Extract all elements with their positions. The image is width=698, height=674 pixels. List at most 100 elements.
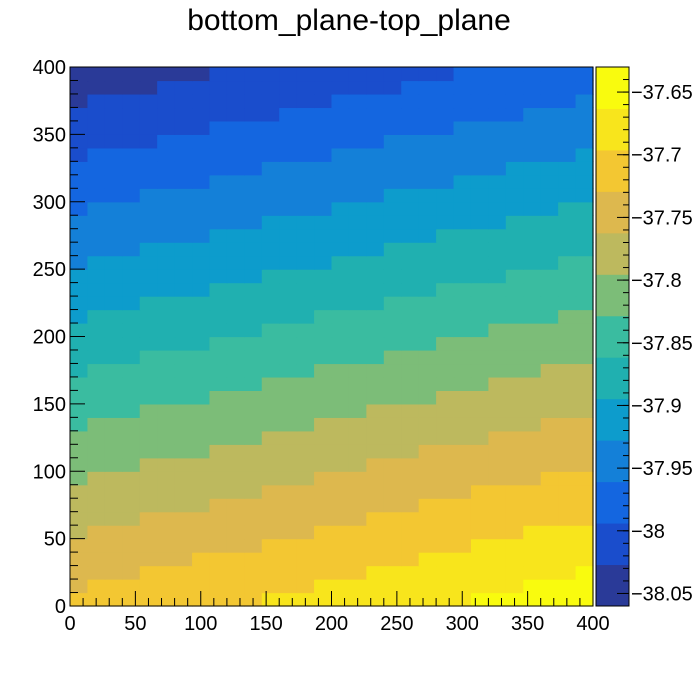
heatmap-cell (70, 80, 89, 95)
color-bar-band (596, 564, 629, 607)
heatmap-cell (331, 296, 350, 311)
heatmap-cell (470, 147, 489, 162)
heatmap-cell (470, 255, 489, 270)
heatmap-cell (366, 242, 385, 257)
heatmap-cell (87, 336, 106, 351)
heatmap-cell (331, 417, 350, 432)
heatmap-cell (174, 336, 193, 351)
heatmap-cell (70, 511, 89, 526)
heatmap-cell (575, 579, 594, 594)
heatmap-cell (453, 269, 472, 284)
color-bar-band (596, 67, 629, 109)
heatmap-cell (174, 107, 193, 122)
heatmap-cell (122, 228, 141, 243)
heatmap-cell (139, 390, 158, 405)
heatmap-cell (296, 93, 315, 109)
heatmap-cell (209, 538, 228, 553)
heatmap-cell (575, 349, 594, 365)
heatmap-cell (348, 255, 367, 270)
heatmap-cell (226, 174, 245, 189)
heatmap-cell (418, 296, 437, 311)
heatmap-cell (401, 444, 420, 459)
heatmap-cell (157, 215, 176, 230)
heatmap-cell (192, 498, 211, 513)
heatmap-cell (453, 93, 472, 109)
heatmap-cell (418, 579, 437, 594)
heatmap-cell (139, 228, 158, 243)
heatmap-cell (104, 363, 123, 378)
heatmap-cell (523, 430, 542, 445)
heatmap-cell (523, 174, 542, 189)
heatmap-cell (296, 403, 315, 418)
heatmap-cell (157, 484, 176, 499)
heatmap-cell (453, 403, 472, 418)
heatmap-cell (174, 457, 193, 472)
heatmap-cell (575, 161, 594, 176)
heatmap-cell (244, 511, 263, 526)
heatmap-cell (226, 457, 245, 472)
heatmap-cell (174, 376, 193, 391)
heatmap-cell (575, 390, 594, 405)
heatmap-cell (122, 511, 141, 526)
heatmap-cell (104, 403, 123, 418)
heatmap-cell (279, 296, 298, 311)
heatmap-cell (70, 282, 89, 297)
heatmap-cell (366, 147, 385, 162)
x-tick-label: 50 (124, 613, 146, 635)
heatmap-cell (331, 80, 350, 95)
heatmap-cell (314, 471, 333, 486)
heatmap-cell (104, 323, 123, 338)
heatmap-cell (348, 228, 367, 243)
heatmap-cell (436, 134, 455, 149)
heatmap-cell (209, 107, 228, 122)
heatmap-cell (314, 390, 333, 405)
heatmap-cell (209, 161, 228, 176)
heatmap-cell (296, 376, 315, 391)
heatmap-cell (488, 444, 507, 459)
heatmap-cell (488, 228, 507, 243)
heatmap-cell (70, 457, 89, 472)
heatmap-cell (174, 296, 193, 311)
heatmap-cell (488, 134, 507, 149)
heatmap-cell (122, 525, 141, 540)
heatmap-cell (192, 147, 211, 162)
heatmap-cell (436, 430, 455, 445)
heatmap-cell (523, 525, 542, 540)
heatmap-cell (244, 498, 263, 513)
heatmap-cell (331, 255, 350, 270)
heatmap-cell (296, 417, 315, 432)
heatmap-cell (139, 161, 158, 176)
heatmap-cell (540, 471, 559, 486)
heatmap-cell (209, 471, 228, 486)
heatmap-cell (401, 282, 420, 297)
heatmap-cell (348, 390, 367, 405)
heatmap-cell (244, 430, 263, 445)
heatmap-cell (279, 93, 298, 109)
heatmap-cell (488, 215, 507, 230)
heatmap-cell (418, 430, 437, 445)
heatmap-cell (488, 269, 507, 284)
heatmap-cell (540, 67, 559, 82)
heatmap-cells (70, 67, 594, 607)
x-tick-label: 400 (576, 613, 609, 635)
heatmap-cell (122, 147, 141, 162)
heatmap-cell (558, 215, 577, 230)
heatmap-cell (470, 296, 489, 311)
heatmap-cell (314, 107, 333, 122)
heatmap-cell (87, 457, 106, 472)
heatmap-cell (209, 579, 228, 594)
heatmap-cell (209, 511, 228, 526)
heatmap-cell (296, 336, 315, 351)
heatmap-cell (436, 552, 455, 567)
heatmap-cell (470, 67, 489, 82)
heatmap-cell (314, 349, 333, 365)
heatmap-cell (558, 282, 577, 297)
heatmap-cell (488, 592, 507, 607)
heatmap-cell (70, 296, 89, 311)
heatmap-cell (174, 215, 193, 230)
heatmap-cell (279, 376, 298, 391)
heatmap-cell (192, 444, 211, 459)
heatmap-cell (523, 161, 542, 176)
heatmap-cell (261, 255, 280, 270)
heatmap-cell (157, 525, 176, 540)
